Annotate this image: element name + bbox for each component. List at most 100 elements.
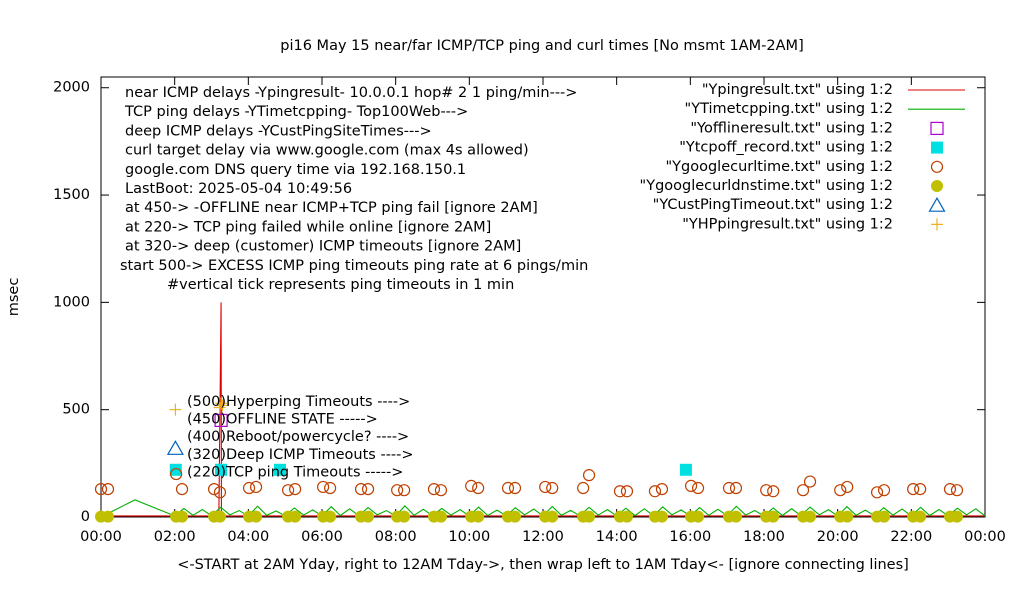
legend-marker [931,218,943,231]
key-label: (500)Hyperping Timeouts ----> [187,394,410,410]
circle-marker [170,467,183,481]
dot-marker [841,510,854,523]
circle-marker [841,480,854,494]
dot-marker [398,510,411,523]
x-tick-label: 18:00 [743,529,785,545]
legend-label: "YHPpingresult.txt" using 1:2 [682,216,893,232]
circle-marker [648,485,662,498]
circle-marker [834,484,847,497]
dot-marker [324,510,337,523]
circle-marker [950,484,964,497]
circle-marker [501,481,515,495]
legend-label: "Ytcpoff_record.txt" using 1:2 [679,140,893,156]
key-label: (450)OFFLINE STATE -----> [187,412,378,428]
x-tick-label: 10:00 [448,529,490,545]
x-tick-label: 14:00 [596,529,638,545]
circle-marker [282,484,295,497]
circle-marker [620,485,634,498]
circle-marker [655,482,669,496]
y-tick-label: 2000 [53,80,90,96]
dot-marker [767,510,780,523]
square-marker [169,463,182,476]
dot-marker [655,510,668,523]
legend-label: "Ygooglecurldnstime.txt" using 1:2 [640,178,893,194]
annotation: at 320-> deep (customer) ICMP timeouts [… [125,239,521,255]
circle-marker [582,469,596,482]
y-tick-label: 500 [62,402,90,418]
dot-marker [878,510,891,523]
legend-label: "Ypingresult.txt" using 1:2 [702,82,893,98]
circle-marker [207,482,221,496]
circle-marker [796,484,810,497]
key-label: (320)Deep ICMP Timeouts ----> [187,447,414,463]
x-tick-label: 06:00 [301,529,343,545]
circle-marker [613,485,627,498]
circle-marker [767,485,780,498]
circle-marker [870,486,884,499]
annotation: at 450-> -OFFLINE near ICMP+TCP ping fai… [125,200,538,216]
annotation: deep ICMP delays -YCustPingSiteTimes---> [125,123,432,139]
series-line [100,499,986,518]
legend-marker [930,160,944,173]
circle-marker [803,475,817,488]
dot-marker [362,510,375,523]
x-tick-label: 16:00 [669,529,711,545]
y-axis-label: msec [6,278,22,317]
dot-marker [804,510,817,523]
circle-marker [722,481,736,495]
chart-title: pi16 May 15 near/far ICMP/TCP ping and c… [280,38,803,54]
y-tick-label: 1500 [53,187,90,203]
annotation: start 500-> EXCESS ICMP ping timeouts pi… [120,258,588,274]
circle-marker [577,481,590,495]
annotation: #vertical tick represents ping timeouts … [167,277,514,293]
annotation: near ICMP delays -Ypingresult- 10.0.0.1 … [125,85,577,101]
dot-marker [692,510,705,523]
circle-marker [324,481,337,495]
plus-marker [215,397,228,410]
circle-marker [175,482,189,496]
dot-marker [250,510,263,523]
circle-marker [398,484,411,497]
circle-marker [427,482,441,496]
annotation: at 220-> TCP ping failed while online [i… [125,219,491,235]
key-label: (220)TCP ping Timeouts -----> [187,464,403,480]
dot-marker [213,510,226,523]
triangle-marker [166,440,184,455]
dot-marker [951,510,964,523]
circle-marker [943,482,957,496]
square-marker [214,413,228,428]
dot-marker [620,510,633,523]
square-marker [274,463,287,476]
circle-marker [94,482,108,496]
circle-marker [684,479,698,492]
y-tick-label: 0 [81,509,90,525]
x-tick-label: 22:00 [890,529,932,545]
circle-marker [391,484,404,497]
circle-marker [101,482,115,496]
key-label: (400)Reboot/powercycle? ----> [187,429,409,445]
legend-label: "YCustPingTimeout.txt" using 1:2 [653,197,893,213]
dot-marker [101,510,114,523]
circle-marker [434,484,448,497]
legend-label: "Ygooglecurltime.txt" using 1:2 [666,159,894,175]
circle-marker [472,481,485,495]
circle-marker [907,482,920,496]
legend-marker [931,141,943,154]
circle-marker [546,481,559,495]
x-tick-label: 00:00 [80,529,122,545]
x-tick-label: 08:00 [375,529,417,545]
legend-marker [930,121,944,136]
dot-marker [289,510,302,523]
square-marker [215,463,228,476]
plus-marker [169,403,182,416]
circle-marker [317,480,330,494]
dot-marker [176,510,189,523]
legend-marker [928,196,946,212]
x-tick-label: 12:00 [522,529,564,545]
circle-marker [465,479,478,492]
x-tick-label: 04:00 [227,529,269,545]
dot-marker [434,510,447,523]
x-tick-label: 02:00 [154,529,196,545]
dot-marker [472,510,485,523]
